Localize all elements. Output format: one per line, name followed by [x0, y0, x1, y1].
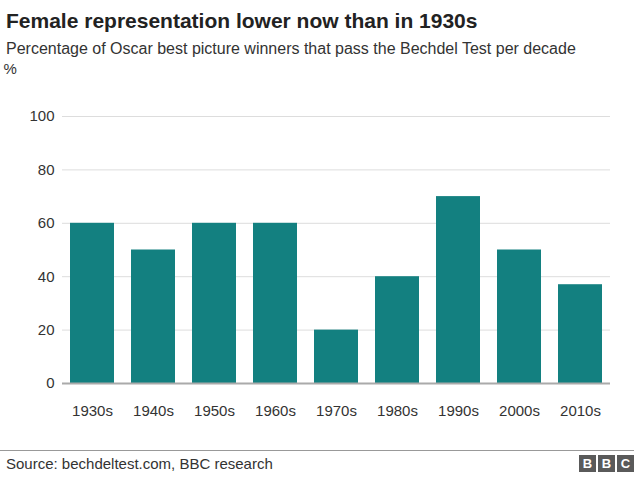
svg-text:1980s: 1980s: [377, 402, 418, 419]
svg-text:1940s: 1940s: [133, 402, 174, 419]
html-text:Female representation lower no: Female representation lower now than in …: [6, 9, 478, 32]
html-text:Percentage of Oscar best pictu: Percentage of Oscar best picture winners…: [6, 40, 576, 57]
svg-text:1930s: 1930s: [72, 402, 113, 419]
html-text:C: C: [620, 456, 631, 471]
html-text:B: B: [601, 456, 612, 471]
html-text:Source: bechdeltest.com, BBC r: Source: bechdeltest.com, BBC research: [6, 455, 273, 472]
svg-text:1970s: 1970s: [316, 402, 357, 419]
svg-text:40: 40: [38, 268, 55, 285]
html-text:B: B: [582, 456, 593, 471]
svg-text:1960s: 1960s: [255, 402, 296, 419]
svg-text:0: 0: [46, 374, 54, 391]
svg-text:%: %: [4, 60, 17, 77]
svg-text:1950s: 1950s: [194, 402, 235, 419]
svg-text:2000s: 2000s: [499, 402, 540, 419]
svg-text:60: 60: [38, 214, 55, 231]
svg-text:80: 80: [38, 161, 55, 178]
svg-text:1990s: 1990s: [438, 402, 479, 419]
svg-text:2010s: 2010s: [560, 402, 601, 419]
svg-text:20: 20: [38, 321, 55, 338]
svg-text:100: 100: [29, 107, 54, 124]
